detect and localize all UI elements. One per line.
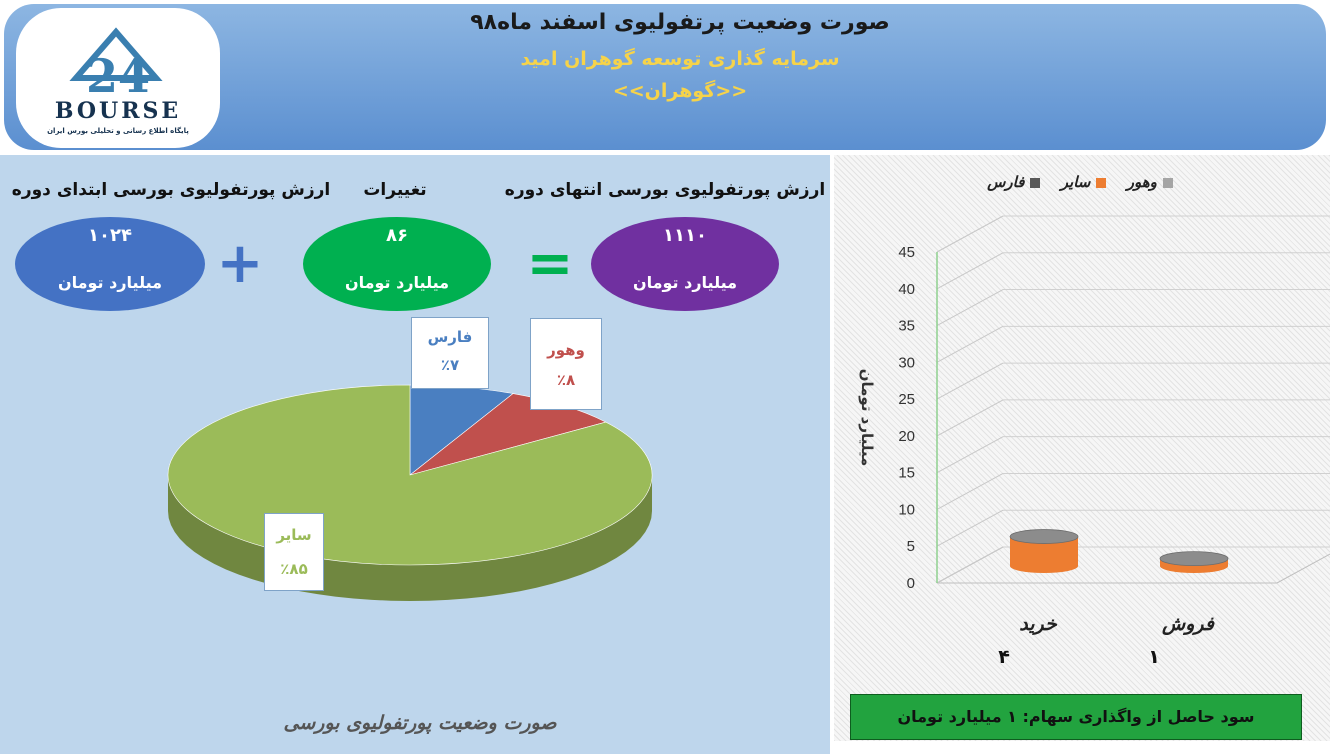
end-value-unit: میلیارد تومان <box>632 273 738 292</box>
legend-item-vahour: وهور <box>1127 173 1173 191</box>
legend-item-other: سایر <box>1061 173 1107 191</box>
x-category-1: فروش <box>1161 613 1215 635</box>
pie-label-fars-value: ٪۷ <box>440 356 460 374</box>
chart-floor <box>936 546 1330 584</box>
end-value-oval: ۱۱۱۰ میلیارد تومان <box>591 217 779 311</box>
start-value: ۱۰۲۴ <box>88 225 132 246</box>
x-category-value-1: ۱ <box>1148 646 1160 668</box>
pie-label-fars: فارس ٪۷ <box>411 317 489 389</box>
logo-mark: 24 BOURSE پایگاه اطلاع رسانی و تحلیلی بو… <box>47 27 189 135</box>
legend-swatch-other <box>1096 177 1107 188</box>
pie-caption: صورت وضعیت پورتفولیوی بورسی <box>283 712 557 734</box>
logo-triangle <box>69 27 163 81</box>
y-tick-0: 0 <box>907 575 915 592</box>
legend-label-vahour: وهور <box>1126 173 1157 191</box>
gridline-diag-1 <box>936 509 1004 547</box>
end-value-heading: ارزش پورتفولیوی بورسی انتهای دوره <box>504 180 826 200</box>
logo: 24 BOURSE پایگاه اطلاع رسانی و تحلیلی بو… <box>16 8 220 148</box>
pie-label-fars-name: فارس <box>427 328 473 346</box>
pie-label-vahour: وهور ٪۸ <box>530 318 602 410</box>
profit-box: سود حاصل از واگذاری سهام: ۱ میلیارد توما… <box>850 694 1302 740</box>
equals-sign: = <box>526 231 574 296</box>
gridline-diag-7 <box>936 289 1004 326</box>
change-oval: ۸۶ میلیارد تومان <box>303 217 491 311</box>
y-tick-5: 25 <box>898 391 915 408</box>
pie-label-other-value: ٪۸۵ <box>280 560 308 578</box>
page-title: صورت وضعیت پرتفولیوی اسفند ماه۹۸ <box>470 10 890 35</box>
change-value: ۸۶ <box>386 225 408 246</box>
bar-top-1 <box>1159 551 1229 567</box>
gridline-diag-3 <box>936 436 1004 474</box>
pie-label-vahour-value: ٪۸ <box>556 371 576 389</box>
start-value-heading: ارزش پورتفولیوی بورسی ابتدای دوره <box>11 180 331 200</box>
bar-body-0 <box>1010 536 1078 573</box>
end-value: ۱۱۱۰ <box>663 225 707 246</box>
gridline-diag-8 <box>936 252 1004 290</box>
y-tick-9: 45 <box>898 244 915 261</box>
x-category-0: خرید <box>1019 613 1058 635</box>
y-tick-6: 30 <box>898 354 915 371</box>
bar-top-0 <box>1009 529 1079 544</box>
y-tick-2: 10 <box>898 501 915 518</box>
page-subtitle: سرمایه گذاری توسعه گوهران امید <box>520 48 840 70</box>
gridline-diag-0 <box>936 546 1004 584</box>
y-tick-3: 15 <box>898 465 915 482</box>
logo-number: 24 <box>86 49 150 103</box>
pie-label-vahour-name: وهور <box>547 341 585 359</box>
y-tick-8: 40 <box>898 281 915 298</box>
change-unit: میلیارد تومان <box>344 273 450 292</box>
chart-legend: وهور سایر فارس <box>960 172 1200 191</box>
y-axis-label: میلیارد تومان <box>858 369 876 467</box>
change-heading: تغییرات <box>363 180 427 200</box>
pie-label-other-name: سایر <box>276 526 312 544</box>
legend-item-fars: فارس <box>987 173 1041 191</box>
gridline-diag-6 <box>936 325 1004 363</box>
plus-sign: + <box>216 231 264 296</box>
legend-swatch-vahour <box>1162 177 1173 188</box>
y-tick-4: 20 <box>898 428 915 445</box>
gridline-diag-2 <box>936 473 1004 510</box>
gridline-diag-9 <box>936 215 1004 253</box>
legend-label-fars: فارس <box>987 173 1025 191</box>
ticker-label: <<گوهران>> <box>612 80 748 102</box>
trades-bar-chart: 0 5 10 15 20 25 30 35 40 45 میلیارد تومان خرید ۴ فروش… <box>858 215 1330 668</box>
start-value-unit: میلیارد تومان <box>57 273 163 292</box>
y-tick-1: 5 <box>907 538 915 555</box>
legend-swatch-fars <box>1030 177 1041 188</box>
pie-label-other: سایر ٪۸۵ <box>264 513 324 591</box>
start-value-oval: ۱۰۲۴ میلیارد تومان <box>15 217 205 311</box>
legend-label-other: سایر <box>1060 173 1091 191</box>
gridline-diag-4 <box>936 399 1004 437</box>
x-category-value-0: ۴ <box>998 646 1010 668</box>
logo-tagline: پایگاه اطلاع رسانی و تحلیلی بورس ایران <box>47 126 189 135</box>
y-tick-7: 35 <box>898 318 915 335</box>
gridline-diag-5 <box>936 362 1004 400</box>
logo-brand: BOURSE <box>55 98 181 124</box>
header-banner <box>4 4 1326 150</box>
